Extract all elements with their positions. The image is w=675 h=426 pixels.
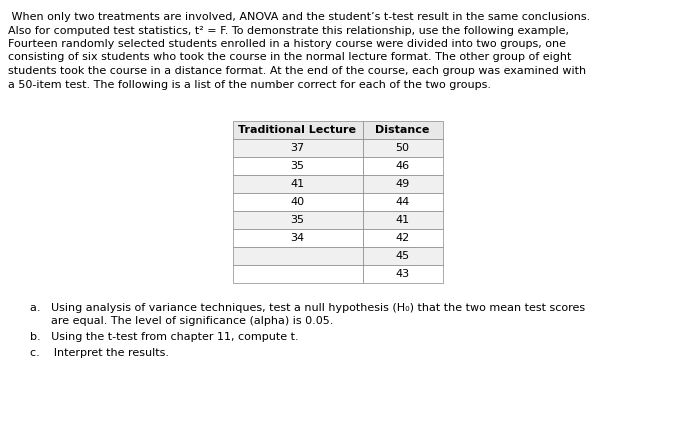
Text: 34: 34 bbox=[290, 233, 304, 243]
Text: consisting of six students who took the course in the normal lecture format. The: consisting of six students who took the … bbox=[8, 52, 571, 63]
Text: 45: 45 bbox=[396, 251, 410, 261]
Text: 37: 37 bbox=[290, 143, 304, 153]
Bar bbox=[232, 193, 362, 211]
Bar bbox=[362, 265, 443, 283]
Text: 46: 46 bbox=[396, 161, 410, 171]
Bar bbox=[232, 121, 362, 139]
Text: When only two treatments are involved, ANOVA and the student’s t-test result in : When only two treatments are involved, A… bbox=[8, 12, 590, 22]
Text: 50: 50 bbox=[396, 143, 410, 153]
Text: 49: 49 bbox=[396, 179, 410, 189]
Text: Also for computed test statistics, t² = F. To demonstrate this relationship, use: Also for computed test statistics, t² = … bbox=[8, 26, 569, 35]
Bar bbox=[362, 121, 443, 139]
Text: 42: 42 bbox=[396, 233, 410, 243]
Text: 43: 43 bbox=[396, 269, 410, 279]
Text: b.   Using the t-test from chapter 11, compute t.: b. Using the t-test from chapter 11, com… bbox=[30, 332, 298, 342]
Text: students took the course in a distance format. At the end of the course, each gr: students took the course in a distance f… bbox=[8, 66, 586, 76]
Text: 35: 35 bbox=[290, 215, 304, 225]
Text: Distance: Distance bbox=[375, 125, 430, 135]
Bar bbox=[362, 247, 443, 265]
Bar bbox=[232, 247, 362, 265]
Text: 41: 41 bbox=[290, 179, 304, 189]
Bar bbox=[362, 175, 443, 193]
Bar bbox=[362, 229, 443, 247]
Bar bbox=[232, 211, 362, 229]
Bar bbox=[232, 139, 362, 157]
Bar bbox=[362, 157, 443, 175]
Bar bbox=[232, 157, 362, 175]
Text: Fourteen randomly selected students enrolled in a history course were divided in: Fourteen randomly selected students enro… bbox=[8, 39, 566, 49]
Text: are equal. The level of significance (alpha) is 0.05.: are equal. The level of significance (al… bbox=[30, 317, 333, 326]
Bar bbox=[362, 193, 443, 211]
Text: 41: 41 bbox=[396, 215, 410, 225]
Text: a 50-item test. The following is a list of the number correct for each of the tw: a 50-item test. The following is a list … bbox=[8, 80, 491, 89]
Text: c.    Interpret the results.: c. Interpret the results. bbox=[30, 348, 169, 357]
Text: 35: 35 bbox=[290, 161, 304, 171]
Bar bbox=[232, 265, 362, 283]
Bar bbox=[232, 229, 362, 247]
Bar bbox=[362, 139, 443, 157]
Text: a.   Using analysis of variance techniques, test a null hypothesis (H₀) that the: a. Using analysis of variance techniques… bbox=[30, 303, 585, 313]
Bar bbox=[362, 211, 443, 229]
Bar bbox=[232, 175, 362, 193]
Text: 44: 44 bbox=[396, 197, 410, 207]
Text: Traditional Lecture: Traditional Lecture bbox=[238, 125, 356, 135]
Text: 40: 40 bbox=[290, 197, 304, 207]
